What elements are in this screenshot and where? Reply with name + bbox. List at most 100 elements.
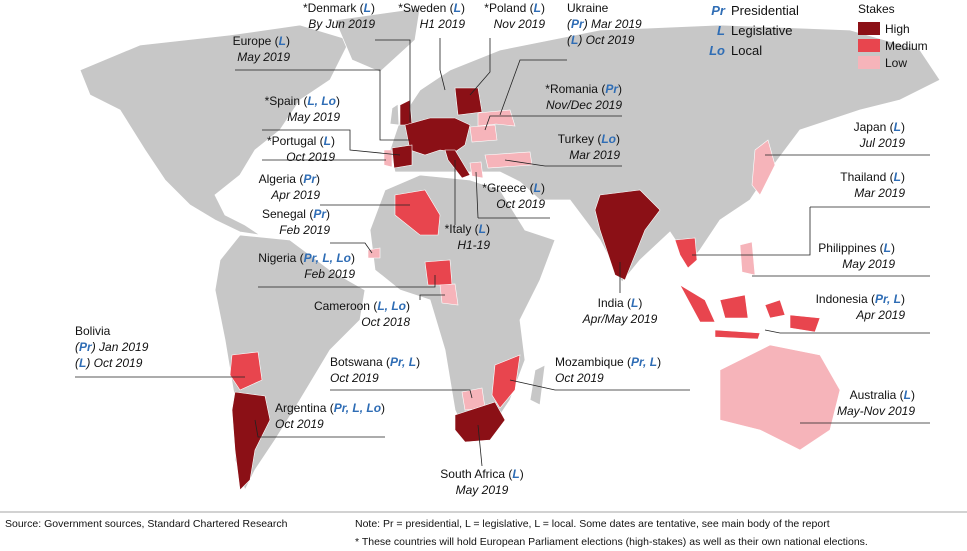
eu-core <box>404 117 471 156</box>
legend-code: L <box>717 23 725 38</box>
country-label: Mar 2019 <box>854 186 905 200</box>
asterisk-note: * These countries will hold European Par… <box>355 536 868 548</box>
senegal <box>367 247 381 259</box>
country-label: Indonesia (Pr, L) <box>816 292 905 306</box>
country-label: Feb 2019 <box>279 223 330 237</box>
north-america <box>79 24 351 236</box>
country-label: Nov/Dec 2019 <box>546 98 622 112</box>
country-label: Oct 2019 <box>496 197 545 211</box>
country-label: By Jun 2019 <box>308 17 375 31</box>
leader-line <box>258 275 436 288</box>
country-label: Oct 2019 <box>555 371 604 385</box>
country-label: May 2019 <box>456 483 509 497</box>
leader-line <box>235 69 410 141</box>
country-label: Senegal (Pr) <box>262 207 330 221</box>
country-label: Apr 2019 <box>270 188 320 202</box>
leader-line <box>764 329 930 334</box>
leader-line <box>330 242 373 254</box>
country-label: (Pr) Mar 2019 <box>567 17 642 31</box>
legend-type: Local <box>731 43 762 58</box>
country-label: *Sweden (L) <box>398 1 465 15</box>
ukraine <box>477 109 516 127</box>
country-label: Ukraine <box>567 1 609 15</box>
country-label: (L) Oct 2019 <box>567 33 635 47</box>
legend-type: Presidential <box>731 3 799 18</box>
country-label: Thailand (L) <box>840 170 905 184</box>
country-label: Argentina (Pr, L, Lo) <box>275 401 385 415</box>
legend-code: Lo <box>709 43 725 58</box>
leader-line <box>475 171 550 219</box>
italy <box>444 149 471 179</box>
country-label: India (L) <box>598 296 643 310</box>
leader-line <box>439 38 446 91</box>
source: Source: Government sources, Standard Cha… <box>5 518 288 530</box>
leader-line <box>504 159 622 167</box>
country-label: Australia (L) <box>850 388 915 402</box>
eurasia <box>389 24 941 283</box>
country-label: Apr 2019 <box>855 308 905 322</box>
legend-code: Pr <box>711 3 726 18</box>
country-label: Mozambique (Pr, L) <box>555 355 661 369</box>
country-label: Turkey (Lo) <box>558 132 620 146</box>
country-label: Europe (L) <box>233 34 290 48</box>
country-label: Jul 2019 <box>859 136 906 150</box>
legend-stake: High <box>885 22 910 36</box>
country-label: Oct 2019 <box>330 371 379 385</box>
philippines <box>739 241 756 276</box>
japan <box>751 139 776 196</box>
country-label: Oct 2018 <box>361 315 410 329</box>
country-label: Oct 2019 <box>286 150 335 164</box>
country-label: May 2019 <box>842 257 895 271</box>
country-label: (Pr) Jan 2019 <box>75 340 149 354</box>
argentina <box>231 391 271 491</box>
south-africa <box>454 401 506 443</box>
leader-line <box>254 419 385 438</box>
country-label: Oct 2019 <box>275 417 324 431</box>
country-label: May 2019 <box>287 110 340 124</box>
country-label: Mar 2019 <box>569 148 620 162</box>
country-label: May-Nov 2019 <box>837 404 915 418</box>
legend-swatch <box>858 56 880 69</box>
country-label: *Portugal (L) <box>267 134 335 148</box>
country-label: H1 2019 <box>420 17 466 31</box>
country-label: Nigeria (Pr, L, Lo) <box>258 251 355 265</box>
country-label: Japan (L) <box>854 120 905 134</box>
legend-title: Stakes <box>858 2 895 16</box>
greece <box>469 161 484 179</box>
uk <box>389 103 400 126</box>
country-label: Bolivia <box>75 324 111 338</box>
algeria <box>394 189 441 236</box>
legend-swatch <box>858 39 880 52</box>
countries <box>229 87 841 491</box>
leader-line <box>509 379 690 391</box>
turkey <box>484 151 533 169</box>
country-label: Feb 2019 <box>304 267 355 281</box>
portugal <box>383 149 393 168</box>
note: Note: Pr = presidential, L = legislative… <box>355 518 830 530</box>
country-label: Algeria (Pr) <box>259 172 320 186</box>
country-label: Nov 2019 <box>494 17 546 31</box>
poland-sweden <box>454 87 483 116</box>
leader-line <box>477 424 483 467</box>
thailand <box>674 237 698 269</box>
nigeria <box>424 259 453 286</box>
indonesia <box>679 284 821 340</box>
leader-line <box>499 59 567 116</box>
leader-line <box>469 38 491 96</box>
country-label: May 2019 <box>237 50 290 64</box>
country-label: *Spain (L, Lo) <box>265 94 340 108</box>
madagascar <box>529 364 546 406</box>
country-label: Botswana (Pr, L) <box>330 355 420 369</box>
country-label: South Africa (L) <box>440 467 523 481</box>
leader-line <box>262 129 401 156</box>
country-label: H1-19 <box>457 238 490 252</box>
country-label: *Italy (L) <box>445 222 490 236</box>
legend-swatch <box>858 22 880 35</box>
country-label: (L) Oct 2019 <box>75 356 143 370</box>
bolivia <box>229 351 263 391</box>
leader-line <box>419 294 445 300</box>
leader-line <box>330 389 473 399</box>
legend-stake: Low <box>885 56 907 70</box>
country-label: *Greece (L) <box>482 181 545 195</box>
